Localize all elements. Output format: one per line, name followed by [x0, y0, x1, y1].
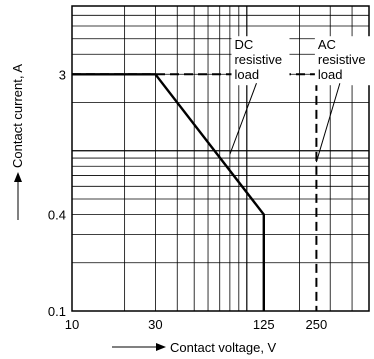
- x-axis-arrow-head: [156, 343, 166, 351]
- x-axis-title: Contact voltage, V: [112, 340, 277, 355]
- annotation-bg-ac: [314, 36, 373, 86]
- y-tick-label: 0.4: [48, 208, 66, 223]
- annotation-text-dc: DC: [234, 37, 253, 52]
- annotation-text-ac: resistive: [318, 52, 366, 67]
- x-tick-label: 250: [306, 317, 328, 332]
- x-tick-label: 125: [253, 317, 275, 332]
- annotation-leader-ac: [315, 83, 341, 163]
- y-tick-label: 3: [59, 67, 66, 82]
- y-axis-title: Contact current, A: [10, 64, 25, 220]
- x-tick-label: 30: [148, 317, 162, 332]
- annotation-text-dc: load: [234, 67, 259, 82]
- annotation-bg-dc: [231, 36, 290, 86]
- series-line-dc: [72, 73, 265, 311]
- y-tick-label: 0.1: [48, 304, 66, 319]
- annotation-text-dc: resistive: [234, 52, 282, 67]
- y-axis-arrow-head: [14, 172, 22, 182]
- annotation-text-ac: load: [318, 67, 343, 82]
- tick-labels: 10 30 125 250 0.1 0.4 3: [48, 67, 327, 332]
- annotation-text-ac: AC: [318, 37, 336, 52]
- annotation-leader-dc: [229, 83, 257, 155]
- y-axis-label: Contact current, A: [10, 64, 25, 168]
- x-axis-label: Contact voltage, V: [170, 340, 277, 355]
- plot-frame: [71, 5, 370, 312]
- x-tick-label: 10: [65, 317, 79, 332]
